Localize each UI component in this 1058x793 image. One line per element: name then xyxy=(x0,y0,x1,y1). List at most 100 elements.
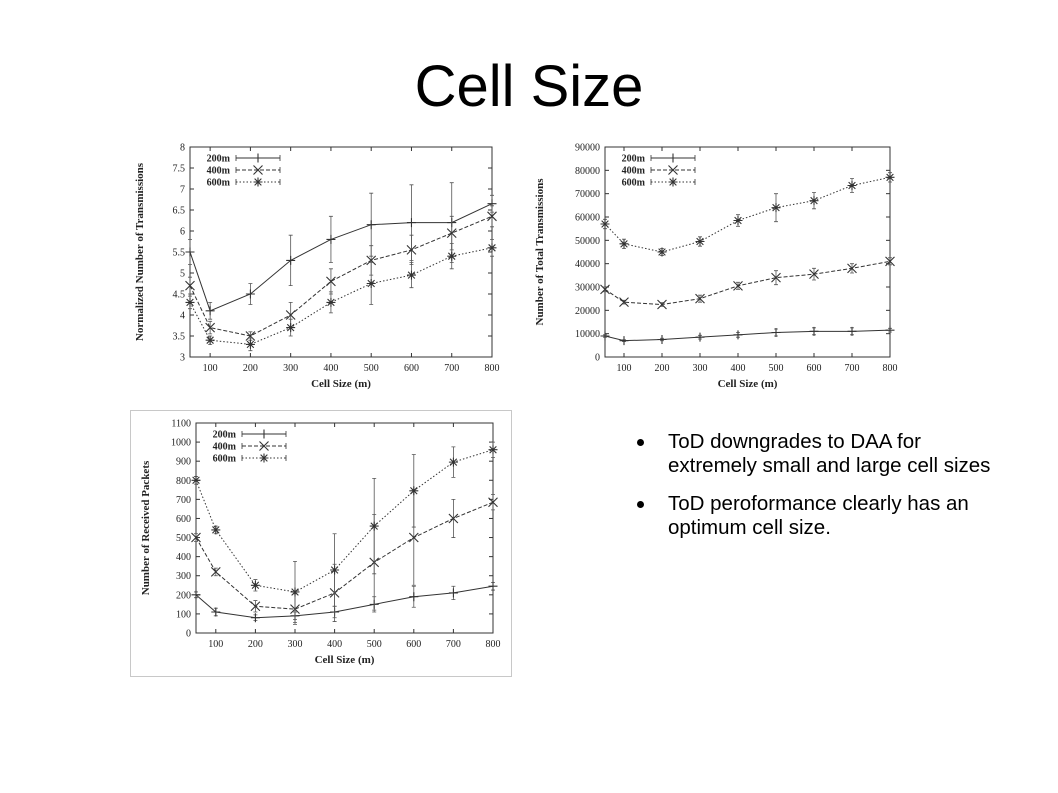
data-point-plus-marker xyxy=(259,429,269,439)
x-tick-label: 300 xyxy=(283,363,298,374)
x-tick-label: 800 xyxy=(883,363,898,374)
legend-label: 400m xyxy=(207,166,231,177)
y-tick-label: 0 xyxy=(595,353,600,364)
data-point-star-marker xyxy=(326,297,336,307)
data-point-star-marker xyxy=(668,177,678,187)
data-point-x-marker xyxy=(657,299,667,310)
slide-title: Cell Size xyxy=(414,54,644,119)
data-point-star-marker xyxy=(771,203,781,213)
y-tick-label: 800 xyxy=(176,476,191,487)
y-tick-label: 1100 xyxy=(171,419,191,430)
data-point-star-marker xyxy=(885,172,895,182)
legend-label: 600m xyxy=(213,454,237,465)
y-tick-label: 500 xyxy=(176,533,191,544)
data-point-x-marker xyxy=(285,310,296,320)
legend-label: 600m xyxy=(207,178,231,189)
x-axis-label: Cell Size (m) xyxy=(315,654,375,666)
y-tick-label: 7.5 xyxy=(173,164,186,175)
data-point-x-marker xyxy=(406,245,417,255)
data-point-x-marker xyxy=(191,532,201,543)
y-axis-label: Number of Received Packets xyxy=(140,460,152,595)
data-point-star-marker xyxy=(286,323,296,333)
y-tick-label: 20000 xyxy=(575,306,600,317)
y-tick-label: 10000 xyxy=(575,329,600,340)
x-tick-label: 600 xyxy=(404,363,419,374)
y-tick-label: 8 xyxy=(180,143,185,154)
series-line xyxy=(189,203,493,312)
data-point-star-marker xyxy=(600,219,610,229)
x-axis-label: Cell Size (m) xyxy=(311,378,371,390)
data-point-plus-marker xyxy=(809,326,819,336)
data-point-star-marker xyxy=(191,475,201,485)
data-point-plus-marker xyxy=(668,153,678,163)
data-point-plus-marker xyxy=(250,613,260,623)
y-tick-label: 3.5 xyxy=(173,332,186,343)
y-tick-label: 100 xyxy=(176,609,191,620)
data-point-x-marker xyxy=(847,263,857,274)
y-tick-label: 700 xyxy=(176,495,191,506)
data-point-plus-marker xyxy=(733,330,743,340)
data-point-x-marker xyxy=(600,284,610,295)
y-tick-label: 5.5 xyxy=(173,248,186,259)
series-200m xyxy=(185,182,497,320)
y-tick-label: 300 xyxy=(176,571,191,582)
data-point-x-marker xyxy=(253,165,263,175)
x-tick-label: 400 xyxy=(731,363,746,374)
data-point-plus-marker xyxy=(191,590,201,600)
y-tick-label: 3 xyxy=(180,353,185,364)
data-point-x-marker xyxy=(809,269,819,280)
total-transmissions-chart: 0 10000 20000 30000 40000 50000 60000 70000 8000… xyxy=(534,143,898,391)
y-tick-label: 30000 xyxy=(575,283,600,294)
series-line xyxy=(604,260,891,306)
x-tick-label: 100 xyxy=(208,639,223,650)
data-point-star-marker xyxy=(205,335,215,345)
data-point-x-marker xyxy=(487,211,497,222)
bullet-item: ToD downgrades to DAA for extremely smal… xyxy=(628,430,998,478)
x-tick-label: 800 xyxy=(485,363,500,374)
data-point-x-marker xyxy=(733,280,743,291)
data-point-star-marker xyxy=(250,580,260,590)
legend-end-caps xyxy=(650,167,696,173)
data-point-plus-marker xyxy=(253,153,263,163)
series-line xyxy=(189,215,493,337)
data-point-star-marker xyxy=(369,521,379,531)
data-point-star-marker xyxy=(447,251,457,261)
data-point-star-marker xyxy=(259,453,269,463)
series-600m xyxy=(600,172,895,257)
legend-end-caps xyxy=(241,455,287,461)
data-point-x-marker xyxy=(488,497,498,508)
legend-label: 200m xyxy=(213,430,237,441)
data-point-x-marker xyxy=(366,255,377,266)
y-tick-label: 60000 xyxy=(575,213,600,224)
x-tick-label: 700 xyxy=(444,363,459,374)
legend-label: 400m xyxy=(622,166,646,177)
data-point-plus-marker xyxy=(409,592,419,602)
data-point-plus-marker xyxy=(600,331,610,341)
y-tick-label: 5 xyxy=(180,269,185,280)
data-point-x-marker xyxy=(668,165,678,175)
data-point-plus-marker xyxy=(245,289,255,299)
y-tick-label: 4.5 xyxy=(173,290,186,301)
bullet-text: ToD downgrades to DAA for extremely smal… xyxy=(668,430,991,477)
y-tick-label: 6.5 xyxy=(173,206,186,217)
y-tick-label: 1000 xyxy=(171,438,191,449)
legend-end-caps xyxy=(235,167,281,173)
series-400m xyxy=(191,489,498,625)
data-point-star-marker xyxy=(487,243,497,253)
y-tick-label: 70000 xyxy=(575,189,600,200)
legend-end-caps xyxy=(235,155,281,161)
y-tick-label: 90000 xyxy=(575,143,600,154)
y-tick-label: 80000 xyxy=(575,166,600,177)
data-point-x-marker xyxy=(185,280,195,291)
x-tick-label: 100 xyxy=(203,363,218,374)
x-tick-label: 400 xyxy=(323,363,338,374)
bullet-text: ToD peroformance clearly has an optimum … xyxy=(668,492,969,539)
x-tick-label: 500 xyxy=(769,363,784,374)
data-point-star-marker xyxy=(657,247,667,257)
series-200m xyxy=(191,581,498,623)
x-tick-label: 200 xyxy=(655,363,670,374)
data-point-star-marker xyxy=(366,279,376,288)
received-packets-chart: 0 100 200 300 400 500 600 700 800 900 1000 1100 100 2… xyxy=(130,410,512,677)
